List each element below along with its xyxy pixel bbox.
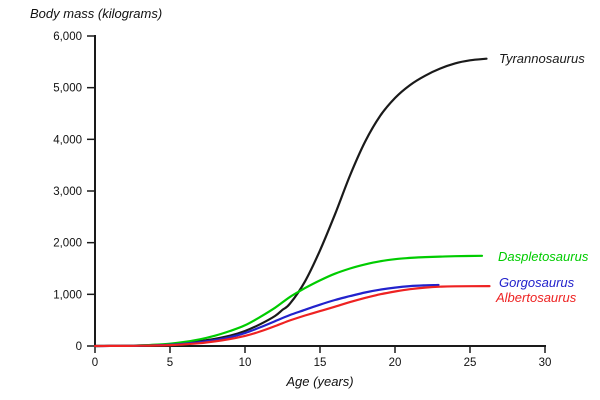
x-tick-label: 0: [92, 357, 98, 369]
x-tick-label: 20: [389, 357, 402, 369]
x-tick-label: 5: [167, 357, 173, 369]
axis-ticks: 0 1,000 2,000 3,000 4,000 5,000 6,000 0 5 10 15 20 2…: [53, 31, 551, 369]
series-label-albertosaurus: Albertosaurus: [495, 290, 577, 305]
curve-albertosaurus: [93, 285, 491, 348]
series-label-gorgosaurus: Gorgosaurus: [499, 275, 575, 290]
series-label-daspletosaurus: Daspletosaurus: [498, 249, 589, 264]
y-tick-label: 1,000: [53, 289, 82, 301]
y-tick-label: 6,000: [53, 31, 82, 43]
axes: [94, 35, 546, 347]
curve-tyrannosaurus: [93, 57, 488, 348]
y-axis-title: Body mass (kilograms): [30, 6, 162, 21]
x-tick-label: 15: [314, 357, 327, 369]
y-tick-label: 2,000: [53, 238, 82, 250]
x-axis-title: Age (years): [285, 374, 353, 389]
series-curves: [93, 57, 491, 348]
curve-gorgosaurus: [93, 283, 440, 348]
y-tick-label: 0: [76, 341, 82, 353]
curve-daspletosaurus: [93, 254, 484, 348]
series-labels: Tyrannosaurus Daspletosaurus GorgosaurusAl…: [495, 51, 589, 305]
y-tick-label: 3,000: [53, 186, 82, 198]
series-label-tyrannosaurus: Tyrannosaurus: [499, 51, 585, 66]
y-tick-label: 4,000: [53, 134, 82, 146]
x-tick-label: 10: [239, 357, 252, 369]
x-tick-label: 30: [539, 357, 552, 369]
x-tick-label: 25: [464, 357, 477, 369]
y-tick-label: 5,000: [53, 83, 82, 95]
